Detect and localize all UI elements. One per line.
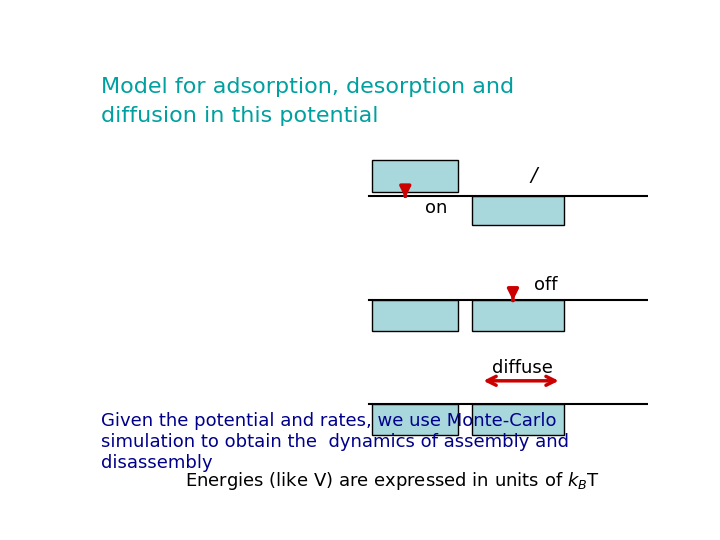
Bar (472, 300, 564, 331)
Text: Given the potential and rates, we use Monte-Carlo: Given the potential and rates, we use Mo… (101, 412, 557, 430)
Text: Model for adsorption, desorption and: Model for adsorption, desorption and (101, 77, 514, 97)
Text: disassembly: disassembly (101, 454, 213, 471)
Text: simulation to obtain the  dynamics of assembly and: simulation to obtain the dynamics of ass… (101, 433, 569, 451)
Bar (372, 160, 459, 192)
Text: on: on (425, 199, 447, 217)
Bar (472, 404, 564, 435)
Bar (472, 196, 564, 225)
Text: diffuse: diffuse (492, 359, 553, 377)
Text: off: off (534, 276, 557, 294)
Bar (372, 404, 459, 435)
Text: diffusion in this potential: diffusion in this potential (101, 106, 379, 126)
Text: Energies (like V) are expressed in units of $k_B$T: Energies (like V) are expressed in units… (185, 470, 600, 492)
Text: /: / (531, 166, 537, 185)
Bar (372, 300, 459, 331)
